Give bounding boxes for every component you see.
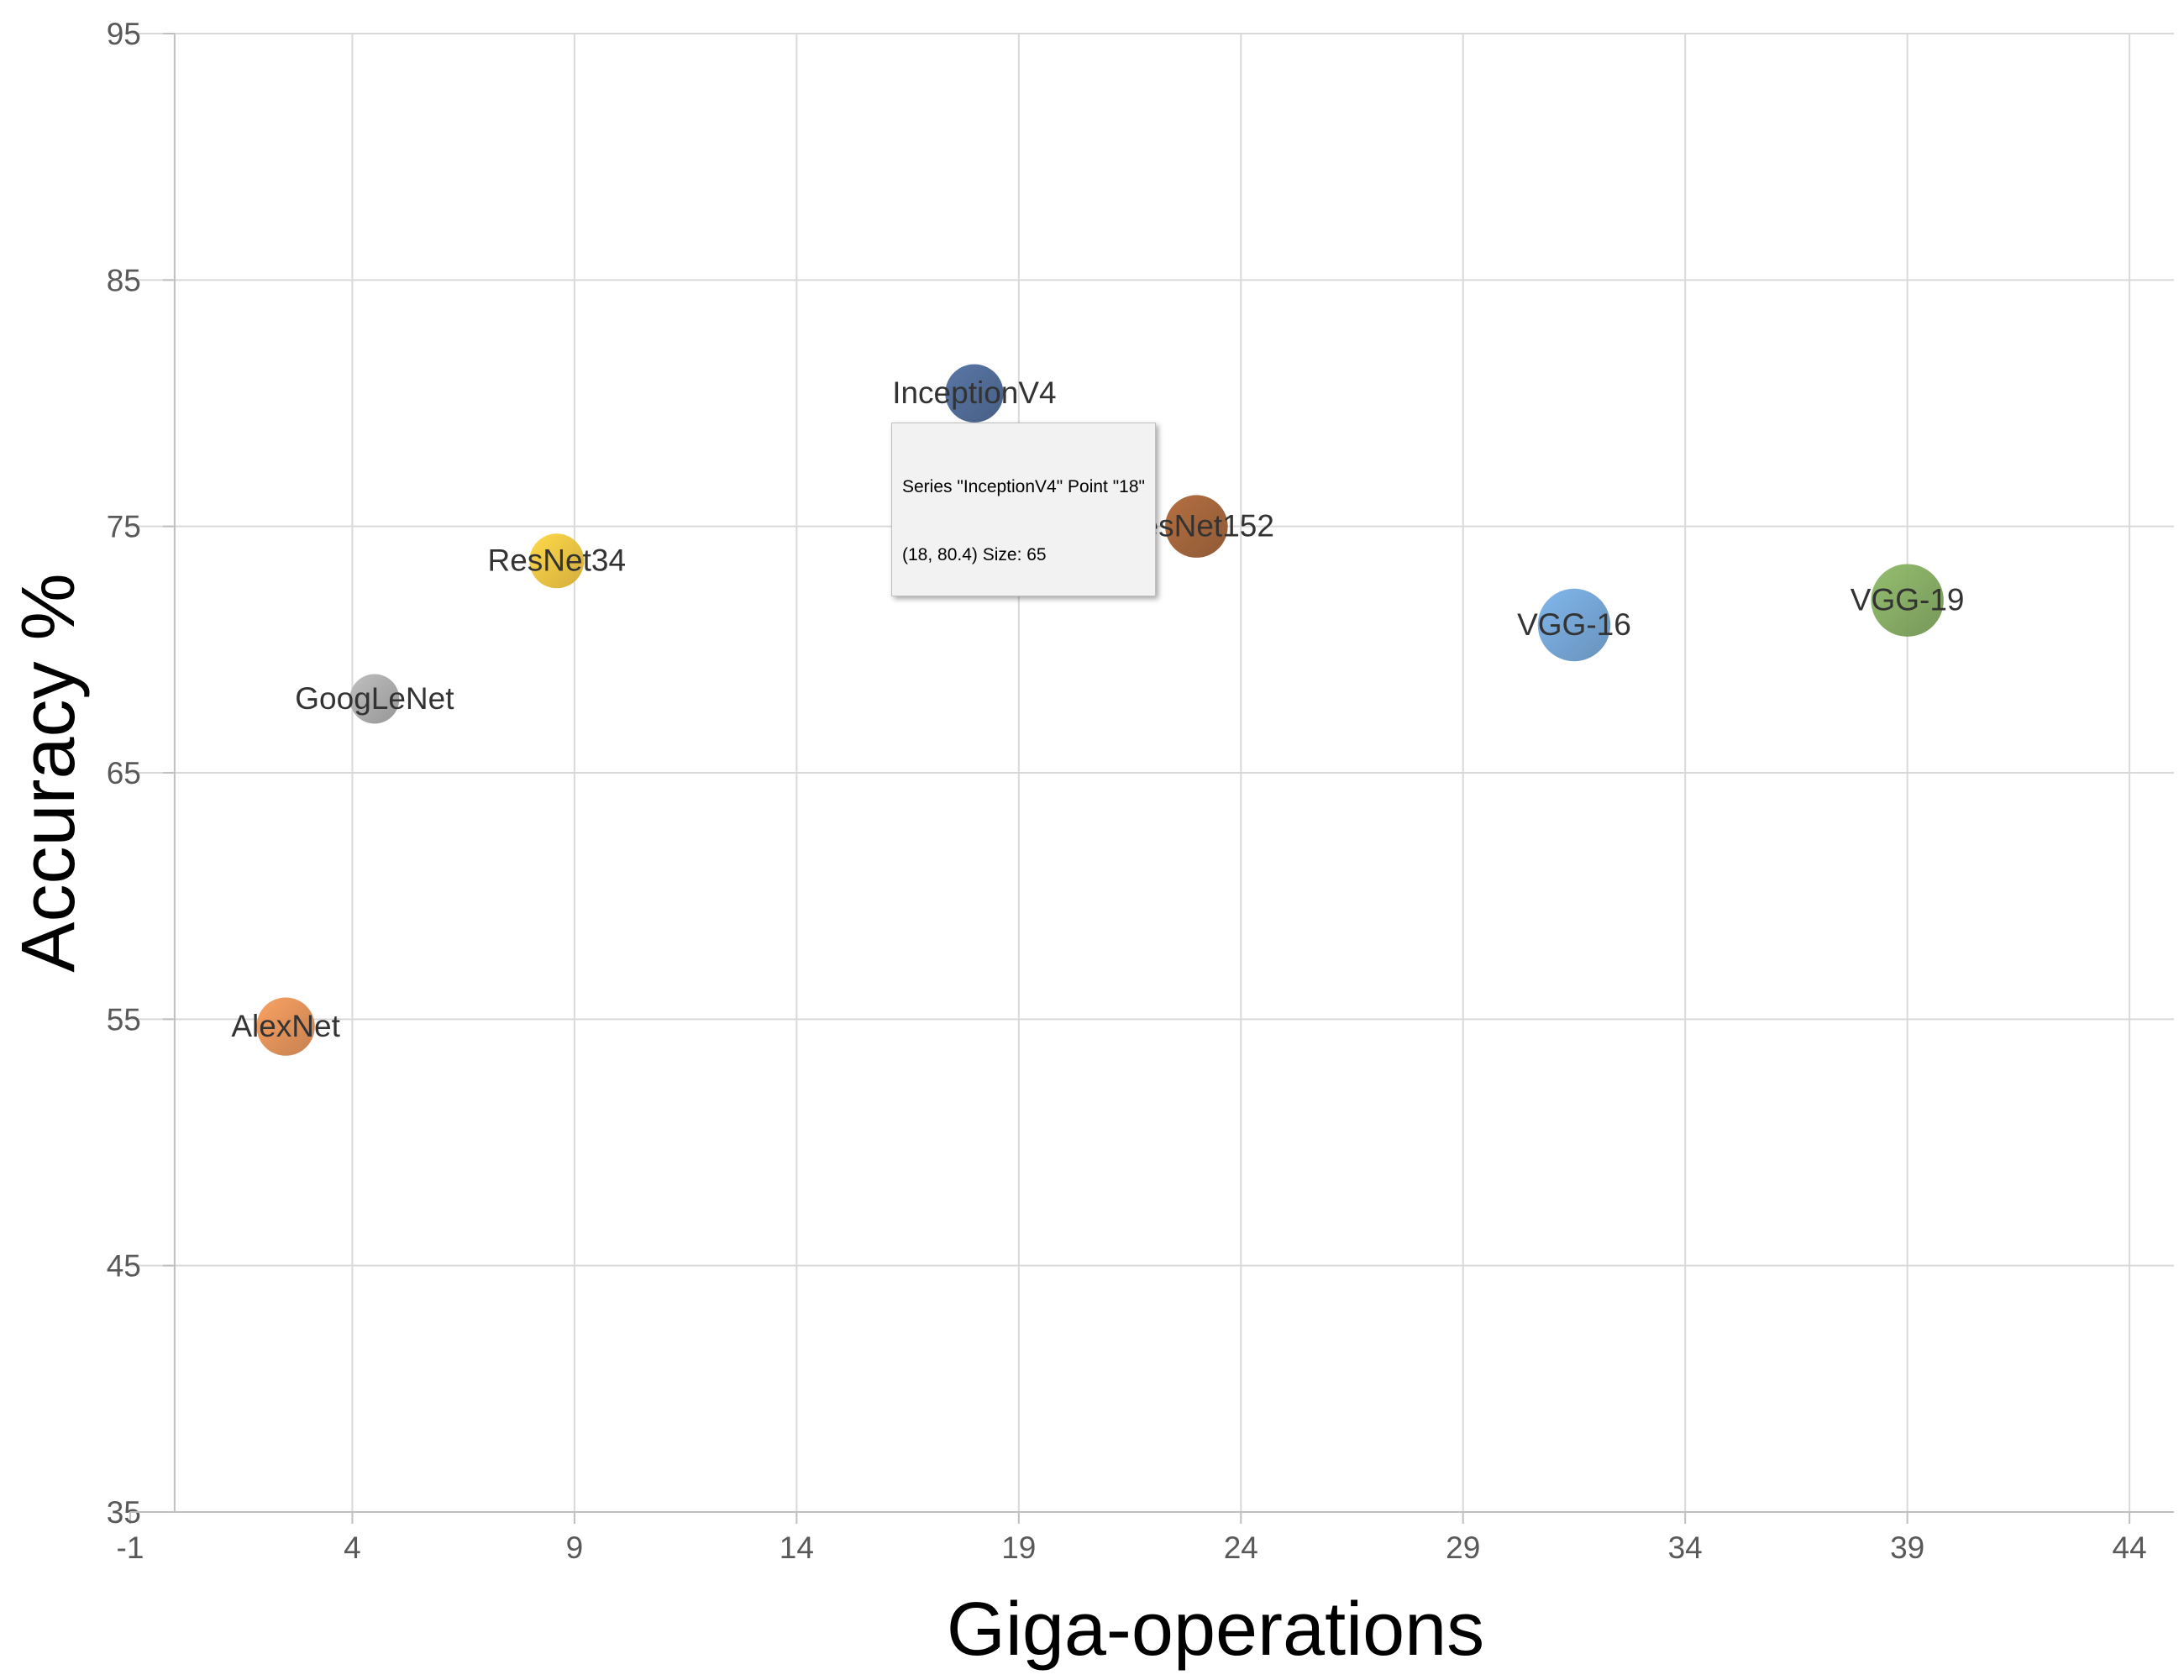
- y-tick-label: 55: [107, 1002, 141, 1037]
- y-tick-label: 85: [107, 263, 141, 297]
- grid-lines: [130, 33, 2174, 1512]
- bubble-googlenet[interactable]: [349, 674, 400, 724]
- y-axis-title: Accuracy %: [7, 573, 91, 972]
- bubble-label-resnet34: ResNet34: [487, 543, 626, 578]
- tooltip-line-series: Series "InceptionV4" Point "18": [902, 477, 1145, 496]
- bubble-label-googlenet: GoogLeNet: [295, 681, 454, 716]
- bubble-label-vgg-16: VGG-16: [1517, 607, 1631, 642]
- bubble-label-alexnet: AlexNet: [231, 1009, 340, 1043]
- y-tick-label: 65: [107, 756, 141, 790]
- x-tick-label: 19: [1001, 1530, 1036, 1565]
- x-tick-label: 29: [1446, 1530, 1480, 1565]
- data-point-tooltip: Series "InceptionV4" Point "18" (18, 80.…: [891, 423, 1156, 596]
- x-tick-label: 4: [344, 1530, 361, 1565]
- tooltip-line-values: (18, 80.4) Size: 65: [902, 545, 1047, 564]
- x-tick-label: 44: [2113, 1530, 2147, 1565]
- x-tick-label: 34: [1668, 1530, 1703, 1565]
- bubble-resnet34[interactable]: [529, 533, 585, 589]
- x-tick-label: 9: [566, 1530, 584, 1565]
- x-axis-title: Giga-operations: [947, 1588, 1484, 1672]
- x-tick-label: 14: [780, 1530, 814, 1565]
- bubble-vgg-16[interactable]: [1537, 588, 1611, 662]
- y-tick-label: 95: [107, 17, 141, 51]
- bubble-vgg-19[interactable]: [1871, 564, 1944, 637]
- y-tick-label: 45: [107, 1249, 141, 1284]
- x-tick-label: -1: [117, 1530, 144, 1565]
- bubble-label-vgg-19: VGG-19: [1851, 582, 1965, 617]
- bubble-series: [256, 364, 1944, 1056]
- bubble-alexnet[interactable]: [256, 997, 315, 1056]
- x-tick-label: 24: [1224, 1530, 1258, 1565]
- x-tick-label: 39: [1890, 1530, 1924, 1565]
- bubble-label-inceptionv4: InceptionV4: [892, 375, 1056, 410]
- y-tick-label: 75: [107, 510, 141, 544]
- bubble-resnet152[interactable]: [1165, 495, 1228, 558]
- bubble-inceptionv4[interactable]: [945, 364, 1004, 423]
